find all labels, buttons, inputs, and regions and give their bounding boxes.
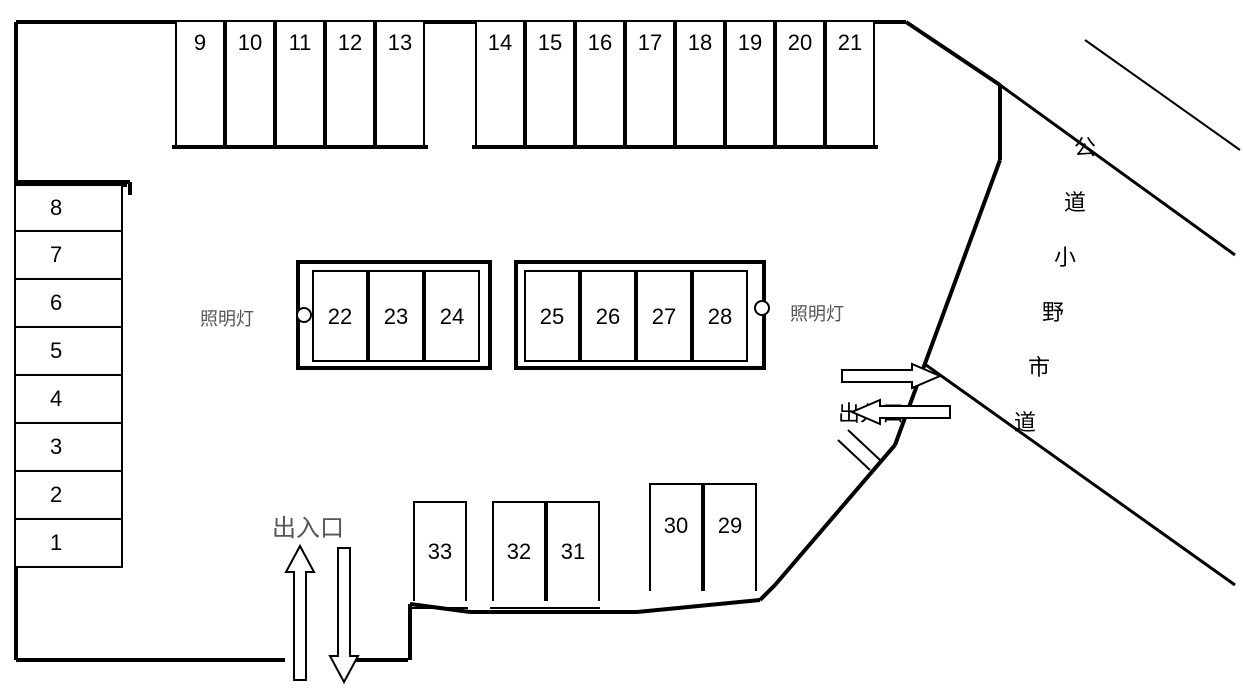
road-char-1: 道 xyxy=(1060,185,1090,217)
spot-25: 25 xyxy=(524,270,580,362)
spot-16: 16 xyxy=(575,22,625,147)
spot-18: 18 xyxy=(675,22,725,147)
spot-8: 8 xyxy=(16,184,123,232)
road-char-3: 野 xyxy=(1038,295,1068,327)
spot-28: 28 xyxy=(692,270,748,362)
road-char-4: 市 xyxy=(1024,350,1054,382)
spot-14: 14 xyxy=(475,22,525,147)
road-char-0: 公 xyxy=(1070,130,1100,162)
spot-10: 10 xyxy=(225,22,275,147)
spot-22: 22 xyxy=(312,270,368,362)
spot-6: 6 xyxy=(16,280,123,328)
spot-2: 2 xyxy=(16,472,123,520)
spot-11: 11 xyxy=(275,22,325,147)
spot-29: 29 xyxy=(703,483,757,591)
entrance-bottom-label: 出入口 xyxy=(272,508,344,543)
entrance-bottom-arrows xyxy=(276,542,366,692)
road-char-5: 道 xyxy=(1010,405,1040,437)
light-left-label: 照明灯 xyxy=(200,305,254,331)
light-right-label: 照明灯 xyxy=(790,300,844,326)
spot-20: 20 xyxy=(775,22,825,147)
spot-15: 15 xyxy=(525,22,575,147)
spot-32: 32 xyxy=(492,501,546,601)
spot-17: 17 xyxy=(625,22,675,147)
spot-12: 12 xyxy=(325,22,375,147)
parking-map: 910111213 1415161718192021 87654321 2223… xyxy=(0,0,1243,680)
spot-26: 26 xyxy=(580,270,636,362)
spot-5: 5 xyxy=(16,328,123,376)
spot-33: 33 xyxy=(413,501,467,601)
spot-27: 27 xyxy=(636,270,692,362)
light-right-icon xyxy=(754,300,770,316)
spot-31: 31 xyxy=(546,501,600,601)
spot-3: 3 xyxy=(16,424,123,472)
spot-30: 30 xyxy=(649,483,703,591)
spot-13: 13 xyxy=(375,22,425,147)
spot-4: 4 xyxy=(16,376,123,424)
spot-9: 9 xyxy=(175,22,225,147)
spot-7: 7 xyxy=(16,232,123,280)
spot-23: 23 xyxy=(368,270,424,362)
light-left-icon xyxy=(296,307,312,323)
spot-19: 19 xyxy=(725,22,775,147)
entrance-right-arrows xyxy=(832,360,972,430)
spot-24: 24 xyxy=(424,270,480,362)
spot-1: 1 xyxy=(16,520,123,568)
spot-21: 21 xyxy=(825,22,875,147)
road-char-2: 小 xyxy=(1050,240,1080,272)
